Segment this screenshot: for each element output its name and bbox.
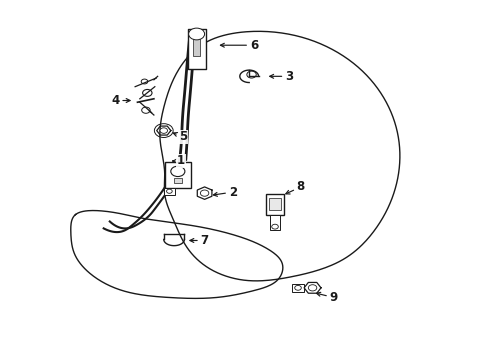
Text: 8: 8 [285,180,305,194]
Circle shape [200,190,208,196]
Circle shape [188,28,204,40]
Text: 7: 7 [189,234,208,247]
Bar [192,35,200,55]
Text: 6: 6 [220,39,258,52]
Bar [270,215,279,230]
Text: 3: 3 [269,70,293,83]
Circle shape [160,128,167,133]
Bar [174,178,181,184]
Circle shape [308,285,316,291]
Text: 4: 4 [111,94,130,107]
Bar [187,29,205,68]
Text: 9: 9 [316,291,337,304]
Bar [163,188,175,195]
Text: 2: 2 [213,186,236,199]
Bar [269,198,280,210]
Bar [164,162,190,188]
Bar [292,284,304,292]
Text: 5: 5 [173,130,187,143]
Text: 1: 1 [173,154,185,167]
Bar [265,194,284,215]
